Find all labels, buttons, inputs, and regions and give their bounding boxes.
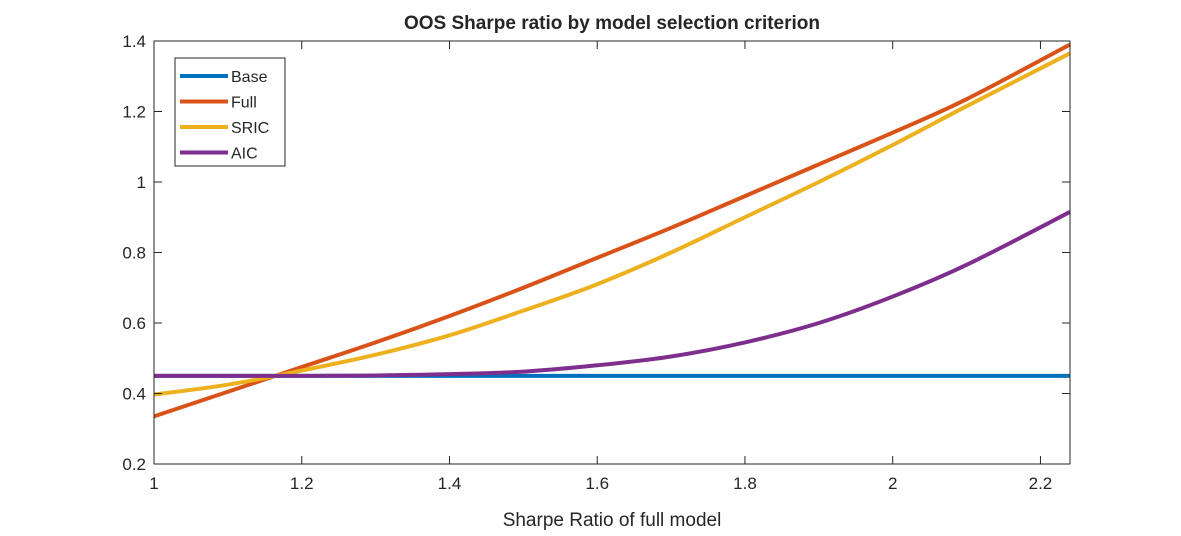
series-line-full bbox=[153, 42, 1071, 419]
legend-label-base: Base bbox=[231, 69, 268, 86]
x-tick-label: 1 bbox=[149, 474, 158, 493]
x-axis-label: Sharpe Ratio of full model bbox=[503, 510, 722, 531]
y-tick-label: 1 bbox=[137, 173, 146, 192]
x-tick-label: 1.8 bbox=[733, 474, 757, 493]
x-tick-label: 2.2 bbox=[1029, 474, 1053, 493]
legend: Base Full SRIC AIC bbox=[174, 57, 286, 167]
x-tick-label: 1.4 bbox=[438, 474, 462, 493]
x-tick-label: 1.6 bbox=[585, 474, 609, 493]
legend-label-sric: SRIC bbox=[231, 120, 269, 137]
y-tick-label: 1.4 bbox=[122, 32, 146, 51]
ticks-layer: 1 1.2 1.4 1.6 1.8 2 2.2 0.2 0.4 0.6 0.8 1 1.2 1.4 bbox=[122, 32, 1070, 493]
series-layer bbox=[153, 42, 1071, 419]
y-tick-label: 1.2 bbox=[122, 103, 146, 122]
y-tick-label: 0.8 bbox=[122, 244, 146, 263]
y-tick-label: 0.4 bbox=[122, 385, 146, 404]
y-tick-label: 0.6 bbox=[122, 314, 146, 333]
series-line-sric bbox=[153, 51, 1071, 397]
x-tick-label: 1.2 bbox=[290, 474, 314, 493]
legend-label-aic: AIC bbox=[231, 146, 258, 163]
chart-title: OOS Sharpe ratio by model selection crit… bbox=[404, 13, 820, 34]
y-tick-label: 0.2 bbox=[122, 455, 146, 474]
legend-label-full: Full bbox=[231, 95, 257, 112]
series-line-aic bbox=[154, 210, 1071, 378]
x-tick-label: 2 bbox=[888, 474, 897, 493]
